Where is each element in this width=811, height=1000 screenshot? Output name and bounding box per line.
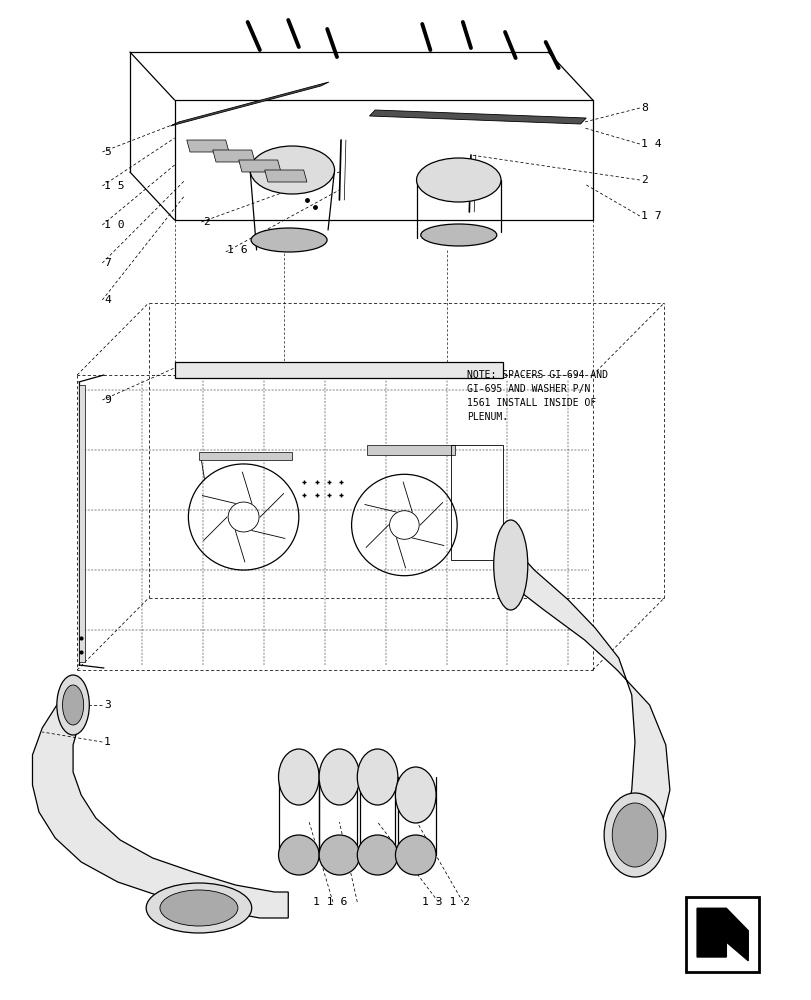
Ellipse shape [278, 835, 319, 875]
Text: 1 7: 1 7 [641, 211, 661, 221]
Polygon shape [199, 452, 292, 460]
Polygon shape [79, 385, 85, 662]
Ellipse shape [250, 146, 334, 194]
Bar [174, 362, 503, 378]
Ellipse shape [62, 685, 84, 725]
Ellipse shape [357, 749, 397, 805]
Polygon shape [32, 705, 288, 918]
Text: 2: 2 [203, 217, 209, 227]
Polygon shape [187, 140, 229, 152]
Text: 7: 7 [104, 258, 110, 268]
Text: 9: 9 [104, 395, 110, 405]
Ellipse shape [611, 803, 657, 867]
Ellipse shape [319, 835, 359, 875]
Ellipse shape [416, 158, 500, 202]
Text: 3: 3 [104, 700, 110, 710]
Ellipse shape [57, 675, 89, 735]
Text: NOTE: SPACERS GI-694 AND
GI-695 AND WASHER P/N
1561 INSTALL INSIDE OF
PLENUM.: NOTE: SPACERS GI-694 AND GI-695 AND WASH… [466, 370, 607, 422]
Polygon shape [369, 110, 586, 124]
Ellipse shape [603, 793, 665, 877]
Polygon shape [170, 82, 328, 126]
Ellipse shape [395, 835, 436, 875]
Ellipse shape [278, 749, 319, 805]
Text: 4: 4 [104, 295, 110, 305]
Polygon shape [367, 445, 454, 455]
Ellipse shape [420, 224, 496, 246]
Text: 1 0: 1 0 [104, 220, 124, 230]
Text: 1 4: 1 4 [641, 139, 661, 149]
Text: 1 3 1 2: 1 3 1 2 [422, 897, 470, 907]
Ellipse shape [319, 749, 359, 805]
Bar [685, 897, 758, 972]
Polygon shape [696, 908, 748, 961]
Ellipse shape [395, 767, 436, 823]
Ellipse shape [493, 520, 527, 610]
Text: 1: 1 [104, 737, 110, 747]
Ellipse shape [357, 835, 397, 875]
Polygon shape [264, 170, 307, 182]
Polygon shape [511, 545, 669, 860]
Ellipse shape [251, 228, 327, 252]
Ellipse shape [146, 883, 251, 933]
Polygon shape [238, 160, 281, 172]
Text: 1 6: 1 6 [227, 245, 247, 255]
Text: 5: 5 [104, 147, 110, 157]
Text: 1 1 6: 1 1 6 [312, 897, 346, 907]
Text: 2: 2 [641, 175, 647, 185]
Text: 1 5: 1 5 [104, 181, 124, 191]
Ellipse shape [160, 890, 238, 926]
Text: 8: 8 [641, 103, 647, 113]
Polygon shape [212, 150, 255, 162]
